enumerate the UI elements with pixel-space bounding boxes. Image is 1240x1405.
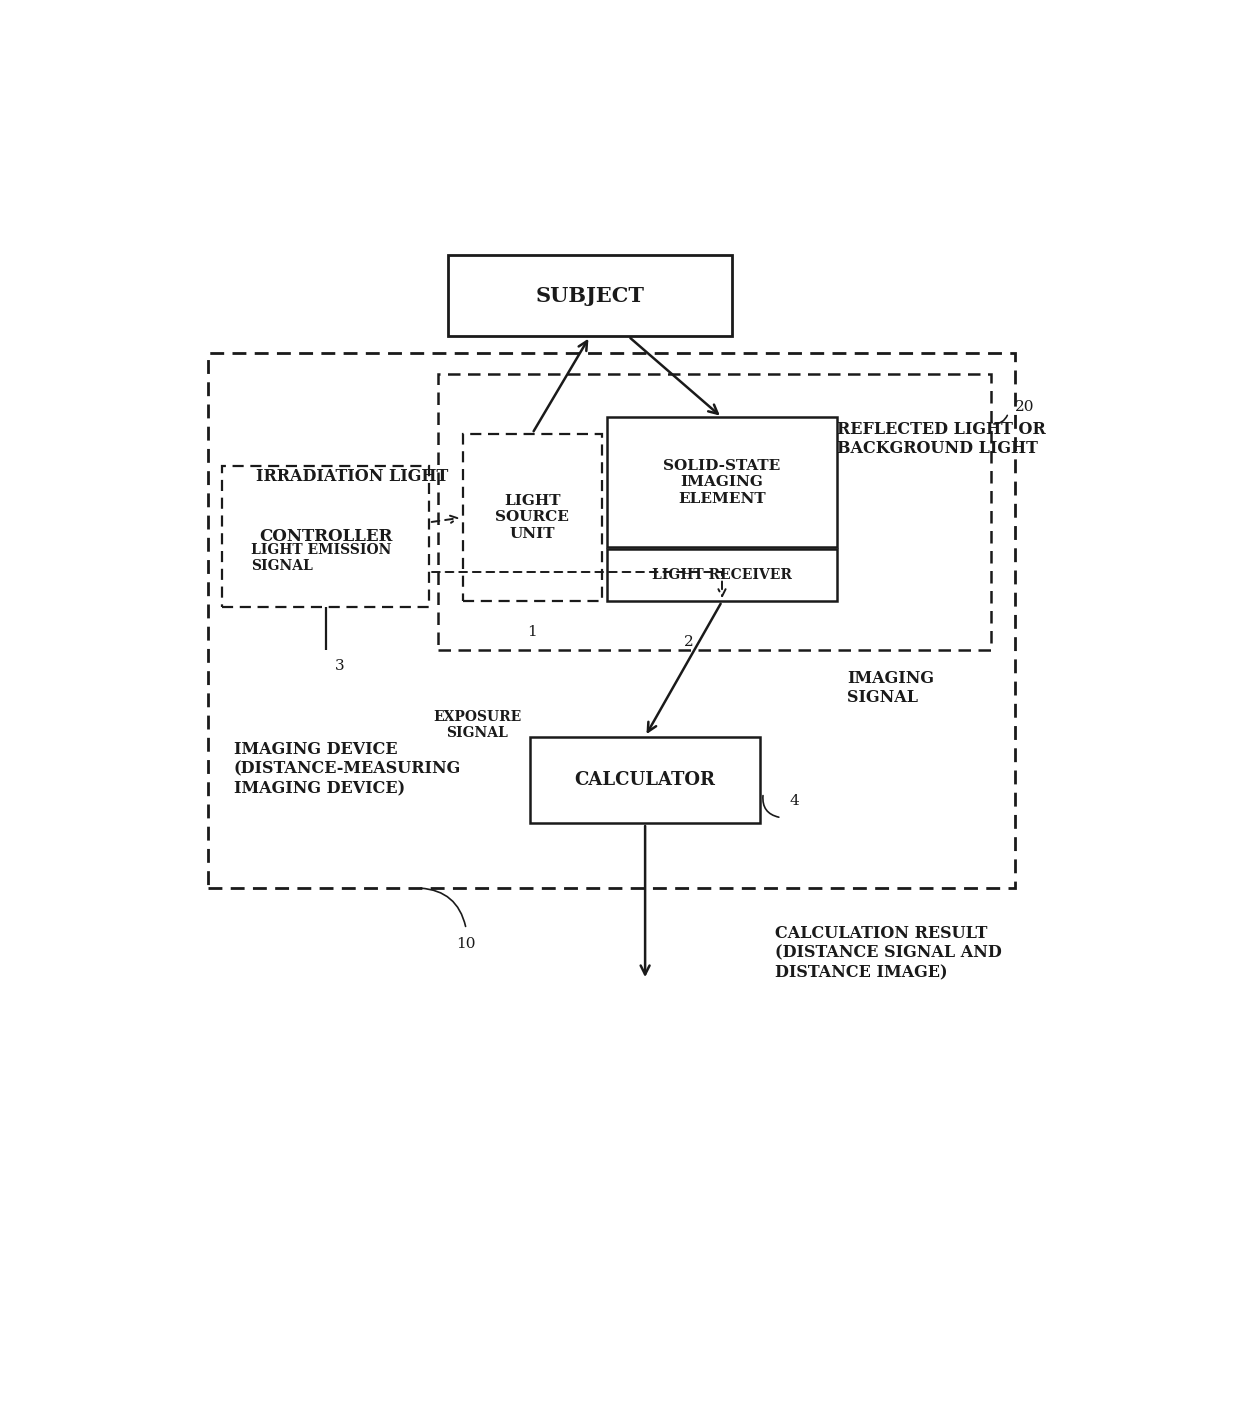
Bar xyxy=(439,374,991,651)
Text: SOLID-STATE
IMAGING
ELEMENT: SOLID-STATE IMAGING ELEMENT xyxy=(663,459,781,506)
Bar xyxy=(463,434,601,601)
Text: REFLECTED LIGHT OR
BACKGROUND LIGHT: REFLECTED LIGHT OR BACKGROUND LIGHT xyxy=(837,420,1047,458)
Text: IRRADIATION LIGHT: IRRADIATION LIGHT xyxy=(255,468,448,485)
Text: LIGHT
SOURCE
UNIT: LIGHT SOURCE UNIT xyxy=(495,495,569,541)
Text: 10: 10 xyxy=(456,937,476,951)
Bar xyxy=(606,417,837,547)
Text: 3: 3 xyxy=(335,659,345,673)
Text: CALCULATION RESULT
(DISTANCE SIGNAL AND
DISTANCE IMAGE): CALCULATION RESULT (DISTANCE SIGNAL AND … xyxy=(775,924,1002,981)
Bar xyxy=(529,736,760,823)
Bar xyxy=(222,466,429,607)
Text: 4: 4 xyxy=(789,794,799,808)
Text: 20: 20 xyxy=(1016,400,1034,414)
Bar xyxy=(208,353,1016,888)
Text: 1: 1 xyxy=(527,625,537,639)
Text: SUBJECT: SUBJECT xyxy=(536,285,645,306)
Text: CALCULATOR: CALCULATOR xyxy=(574,771,715,788)
Text: IMAGING
SIGNAL: IMAGING SIGNAL xyxy=(847,670,934,707)
Text: IMAGING DEVICE
(DISTANCE-MEASURING
IMAGING DEVICE): IMAGING DEVICE (DISTANCE-MEASURING IMAGI… xyxy=(234,740,461,797)
Text: LIGHT RECEIVER: LIGHT RECEIVER xyxy=(652,569,792,583)
Bar xyxy=(448,256,732,336)
Text: LIGHT EMISSION
SIGNAL: LIGHT EMISSION SIGNAL xyxy=(250,542,392,573)
Text: CONTROLLER: CONTROLLER xyxy=(259,528,392,545)
Bar xyxy=(606,549,837,601)
Text: 2: 2 xyxy=(683,635,693,649)
Text: EXPOSURE
SIGNAL: EXPOSURE SIGNAL xyxy=(433,710,521,739)
